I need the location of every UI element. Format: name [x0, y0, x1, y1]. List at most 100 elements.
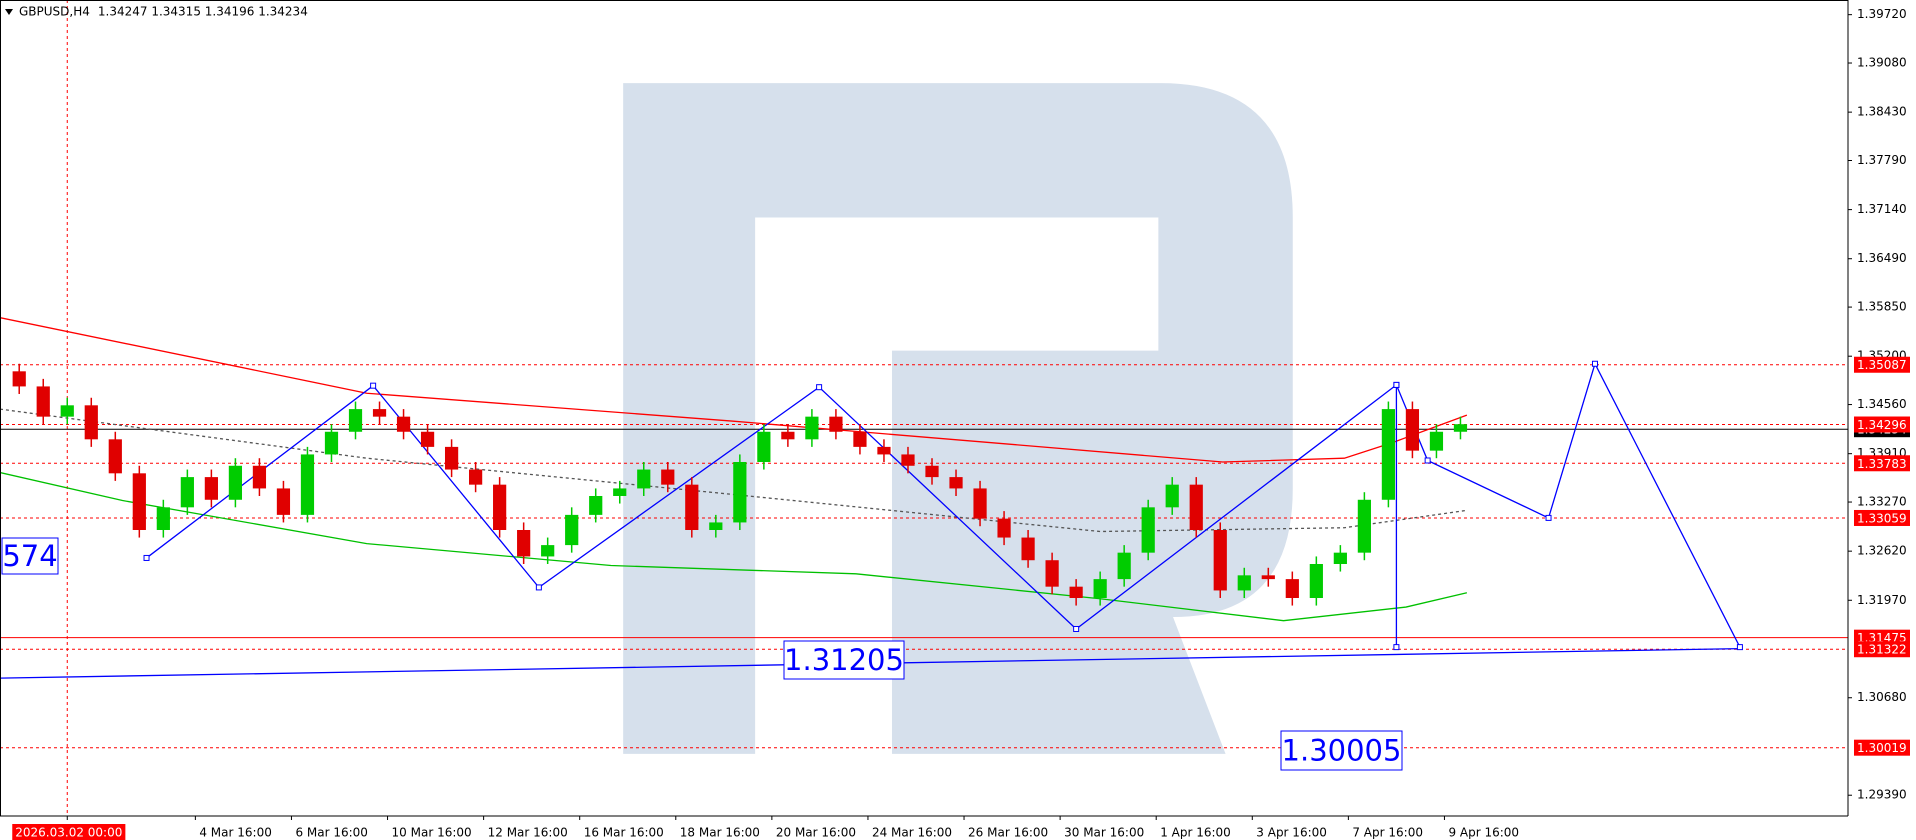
- annotation-label: 1.30005: [1282, 734, 1402, 768]
- candle-body: [1381, 409, 1396, 500]
- candle-body: [300, 454, 315, 515]
- price-level-label-bg: [1854, 356, 1910, 373]
- forecast-point: [1393, 381, 1400, 388]
- axes: [0, 0, 1852, 820]
- x-tick-label: 3 Apr 16:00: [1256, 826, 1327, 840]
- candle-body: [853, 431, 867, 447]
- candle-body: [661, 469, 675, 485]
- y-tick-label: 1.30680: [1857, 690, 1907, 704]
- candle-body: [1117, 552, 1131, 580]
- y-tick-label: 1.31970: [1857, 593, 1907, 607]
- price-level-label-bg: [1854, 739, 1910, 756]
- y-tick-label: 1.35850: [1857, 300, 1907, 314]
- forecast-point: [1736, 644, 1743, 651]
- x-tick-label: 30 Mar 16:00: [1064, 826, 1144, 840]
- candle-body: [36, 386, 50, 417]
- candle-body: [1429, 431, 1444, 451]
- candle-body: [1453, 424, 1468, 432]
- y-tick-label: 1.37790: [1857, 153, 1907, 167]
- candle-body: [589, 495, 603, 515]
- y-tick-label: 1.33270: [1857, 495, 1907, 509]
- price-level-label-bg: [1854, 641, 1910, 658]
- candle-body: [1237, 575, 1251, 591]
- indicator-line: [0, 408, 1467, 533]
- candle-body: [565, 514, 579, 546]
- forecast-point: [816, 384, 823, 391]
- candle-body: [1165, 484, 1179, 508]
- ohlc-readout: 1.34247 1.34315 1.34196 1.34234: [98, 5, 308, 19]
- price-level-label: 1.31322: [1857, 643, 1907, 657]
- candle-body: [781, 431, 795, 440]
- forecast-line: [146, 362, 1741, 648]
- y-tick-label: 1.37140: [1857, 202, 1907, 216]
- plot-area: [0, 0, 1848, 816]
- candle-body: [949, 477, 963, 489]
- candle-body: [1069, 586, 1083, 599]
- x-tick-label: 4 Mar 16:00: [199, 826, 271, 840]
- candle-body: [1333, 552, 1347, 564]
- x-tick-label: 18 Mar 16:00: [680, 826, 760, 840]
- x-tick-label: 7 Apr 16:00: [1352, 826, 1423, 840]
- candle-body: [348, 409, 363, 432]
- candle-body: [324, 431, 339, 455]
- candle-body: [84, 405, 98, 440]
- candle-body: [228, 465, 243, 500]
- labels: GBPUSD,H4 1.34247 1.34315 1.34196 1.3423…: [1, 5, 1910, 840]
- candle-body: [685, 484, 699, 530]
- candle-body: [1357, 499, 1371, 553]
- candle-body: [276, 488, 291, 515]
- forecast-point: [535, 584, 542, 591]
- watermark: [623, 83, 1293, 754]
- x-tick-label: 26 Mar 16:00: [968, 826, 1048, 840]
- forecast-point: [143, 554, 150, 561]
- candle-body: [1261, 575, 1275, 580]
- candle-body: [1405, 409, 1420, 451]
- candle-body: [204, 477, 218, 500]
- candle-body: [1045, 560, 1059, 587]
- candle-body: [877, 446, 891, 455]
- x-tick-label: 12 Mar 16:00: [488, 826, 568, 840]
- candle-body: [1309, 563, 1323, 599]
- annotation-box: [783, 640, 905, 680]
- candle-body: [997, 518, 1011, 538]
- candle-body: [1021, 537, 1035, 561]
- candle-body: [637, 469, 651, 489]
- candle-body: [372, 409, 387, 417]
- x-tick-label: 1 Apr 16:00: [1160, 826, 1231, 840]
- price-level-label: 1.30019: [1857, 741, 1907, 755]
- candle-body: [1141, 507, 1155, 553]
- y-tick-label: 1.38430: [1857, 105, 1907, 119]
- candle-body: [1285, 579, 1299, 599]
- price-level-label-bg: [1854, 455, 1910, 472]
- forecast-point: [1424, 457, 1431, 464]
- y-tick-label: 1.39080: [1857, 56, 1907, 70]
- annotation-label: 1.31205: [784, 643, 904, 677]
- candle-body: [252, 465, 267, 489]
- forecast-point: [370, 382, 377, 389]
- candle-body: [493, 484, 507, 530]
- x-tick-label: 6 Mar 16:00: [295, 826, 368, 840]
- candle-body: [60, 405, 74, 417]
- annotation-box: [1, 537, 59, 575]
- x-tick-label: 9 Apr 16:00: [1448, 826, 1519, 840]
- candle-body: [12, 371, 26, 387]
- price-level-label-bg: [1854, 509, 1910, 526]
- price-level-label: 1.34296: [1857, 418, 1907, 432]
- y-tick-label: 1.29390: [1857, 788, 1907, 802]
- y-tick-label: 1.34560: [1857, 397, 1907, 411]
- y-tick-label: 1.39720: [1857, 7, 1907, 21]
- candle-body: [517, 529, 531, 557]
- candle-body: [156, 507, 170, 530]
- candle-body: [709, 522, 723, 530]
- menu-arrow: [5, 9, 13, 15]
- candle-body: [925, 465, 939, 478]
- candle-body: [613, 488, 627, 496]
- candle-body: [1093, 579, 1107, 599]
- candle-body: [1213, 529, 1227, 591]
- forecast-point: [1591, 360, 1598, 367]
- candle-body: [733, 461, 747, 523]
- x-tick-label: 10 Mar 16:00: [392, 826, 472, 840]
- candle-body: [805, 416, 819, 440]
